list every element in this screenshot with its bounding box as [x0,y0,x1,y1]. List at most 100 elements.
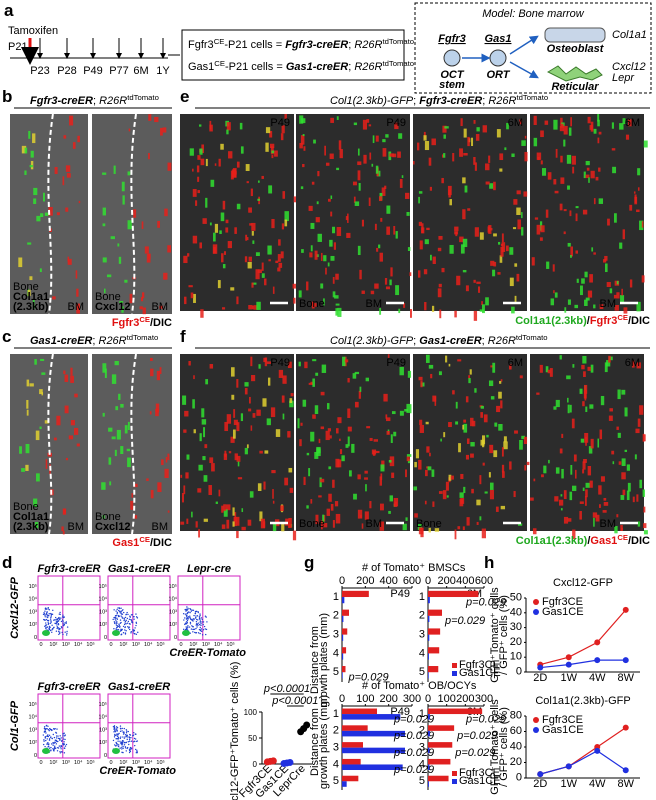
cell-signal [28,130,31,139]
event [196,618,198,621]
cell-signal [231,394,235,400]
cell-signal [274,150,278,157]
event [192,626,194,628]
genotype-line-part: tdTomato [382,37,414,46]
cell-signal [582,487,585,491]
bar [428,781,429,787]
legend-swatch [452,671,457,676]
event [62,733,64,735]
event [47,735,49,737]
genotype-line-part: Gas1-creER [286,61,348,73]
cell-signal [499,380,502,384]
cell-signal [232,521,235,527]
event [134,738,137,740]
cell-signal [455,231,458,237]
cell-signal [379,476,382,486]
micrograph [180,354,297,541]
cell-signal [245,234,248,241]
cell-signal [407,247,411,252]
event [126,746,129,749]
cell-signal [328,493,332,502]
cell-signal [363,154,367,164]
event [59,739,61,741]
y-axis-label: growth plates (mm) [318,613,330,707]
event [44,729,47,731]
panel-title-part: R26R [488,95,516,107]
event [194,617,197,619]
event [134,748,137,751]
cell-signal [64,405,69,414]
cell-signal [247,519,252,526]
cell-signal [250,425,253,431]
cell-signal [483,414,488,423]
event [52,742,54,744]
cell-signal [126,448,131,452]
cell-signal [570,464,573,475]
cell-signal [479,475,482,485]
cell-signal [575,250,578,254]
event [59,752,62,754]
cell-signal [36,473,40,482]
cell-signal [324,145,326,156]
cell-signal [76,443,80,447]
cell-signal [334,501,339,507]
cell-signal [432,256,436,264]
cell-signal [406,454,412,457]
cell-signal [27,289,31,296]
cell-signal [474,227,479,237]
event [124,616,127,619]
cell-signal [289,398,293,404]
panel-title-part: ; [92,335,98,347]
cell-signal [624,407,628,417]
cell-signal [214,163,217,166]
cell-signal [459,492,464,498]
caption-part: CE [139,315,150,324]
x-tick-label: 200 [456,693,474,705]
y-tick-label: 3 [419,742,425,754]
timepoint-label: P77 [109,65,129,77]
event [116,733,118,735]
cell-signal [167,510,170,513]
cell-signal [187,253,190,257]
cell-signal [455,401,458,409]
cell-signal [259,511,263,522]
cell-signal [218,489,221,497]
cell-signal [598,504,601,508]
cell-signal [611,450,615,455]
cell-signal [563,490,567,500]
cell-signal [448,474,452,481]
cell-signal [312,378,315,387]
event [199,626,201,629]
cell-signal [205,197,208,208]
caption-part: Gas1 [112,537,139,549]
event [197,632,200,634]
cell-signal [570,117,572,127]
cell-signal [405,469,407,478]
cell-signal [414,513,418,518]
cell-signal [434,528,440,532]
event [127,620,130,623]
event [56,740,58,743]
cell-signal [548,459,550,464]
cell-signal [261,273,265,278]
cell-signal [418,221,422,226]
cell-signal [301,249,304,253]
cell-signal [637,168,641,176]
caption-part: Fgfr3 [112,317,140,329]
event [206,621,208,623]
cell-signal [209,457,214,464]
genotype-line-part: CE [214,59,225,68]
caption: Col1a1(2.3kb)/Gas1CE/DIC [516,533,650,548]
event [121,748,123,750]
cell-signal [443,153,446,158]
flow-tick: 0 [34,635,37,641]
event [48,729,50,732]
event [119,725,122,727]
legend-label: Fgfr3CE [459,659,500,671]
cell-signal [186,518,189,524]
cell-signal [75,270,78,279]
cell-signal [463,423,468,433]
cell-signal [475,134,480,141]
event [190,610,192,612]
cell-signal [188,285,193,288]
